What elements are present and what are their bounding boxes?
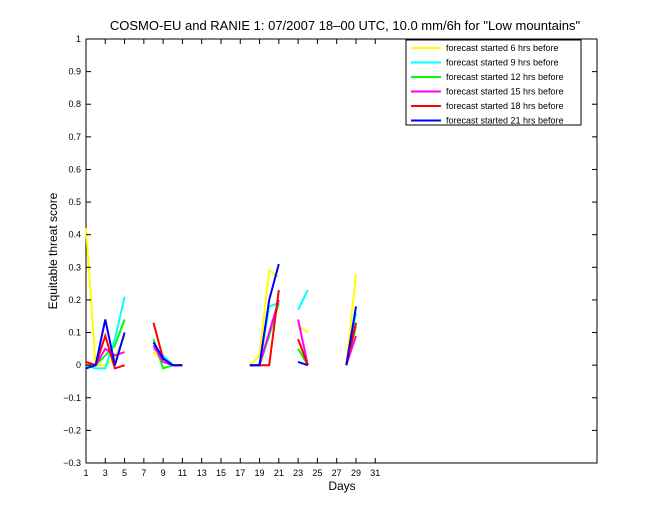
series-line-2-segment-1 <box>85 296 126 370</box>
x-tick-label: 17 <box>235 468 245 478</box>
legend-label-5: forecast started 18 hrs before <box>446 101 564 111</box>
y-tick-label: 1 <box>76 34 81 44</box>
series-line-6-segment-1 <box>85 319 126 370</box>
x-tick-label: 9 <box>161 468 166 478</box>
y-tick-label: −0.2 <box>63 425 81 435</box>
series-lines <box>85 228 357 370</box>
y-tick-label: −0.3 <box>63 458 81 468</box>
y-tick-label: 0.1 <box>68 328 81 338</box>
x-tick-label: 11 <box>178 468 187 478</box>
legend-box <box>405 39 582 126</box>
y-axis-ticks: −0.3 −0.2 −0.1 0 0.1 0.2 0.3 0.4 0.5 0.6 0.7 0.8 0.9… <box>63 34 597 468</box>
y-tick-label: 0.2 <box>68 295 81 305</box>
y-tick-label: 0.3 <box>68 262 81 272</box>
y-tick-label: 0.4 <box>68 230 81 240</box>
series-line-4-segment-4 <box>297 319 309 366</box>
legend-items: forecast started 6 hrs before forecast st… <box>411 43 564 126</box>
y-tick-label: 0.6 <box>68 164 81 174</box>
series-line-6-segment-3 <box>249 263 280 367</box>
y-tick-label: 0.7 <box>68 132 81 142</box>
y-axis-label: Equitable threat score <box>46 192 60 309</box>
legend-label-3: forecast started 12 hrs before <box>446 72 564 82</box>
x-tick-label: 29 <box>351 468 361 478</box>
x-tick-label: 5 <box>122 468 127 478</box>
y-tick-label: 0.8 <box>68 99 81 109</box>
y-tick-label: 0.9 <box>68 67 81 77</box>
x-tick-label: 13 <box>197 468 207 478</box>
series-line-1-segment-3 <box>249 268 280 366</box>
legend: forecast started 6 hrs before forecast st… <box>405 39 582 126</box>
series-line-2-segment-4 <box>297 289 309 311</box>
x-axis-ticks: 1 3 5 7 9 11 13 15 17 19 21 23 25 27 29 31 <box>83 39 380 478</box>
x-tick-label: 3 <box>103 468 108 478</box>
x-tick-label: 25 <box>312 468 322 478</box>
x-tick-label: 31 <box>370 468 380 478</box>
chart-title: COSMO-EU and RANIE 1: 07/2007 18–00 UTC,… <box>110 18 581 33</box>
series-line-5-segment-1 <box>85 332 125 370</box>
x-tick-label: 19 <box>255 468 265 478</box>
legend-label-4: forecast started 15 hrs before <box>446 87 564 97</box>
x-axis-label: Days <box>328 479 355 493</box>
x-tick-label: 27 <box>332 468 342 478</box>
legend-label-1: forecast started 6 hrs before <box>446 43 559 53</box>
x-tick-label: 21 <box>274 468 284 478</box>
series-line-6-segment-2 <box>152 341 183 367</box>
y-tick-label: 0.5 <box>68 197 81 207</box>
series-line-6-segment-4 <box>297 360 309 367</box>
y-tick-label: 0 <box>76 360 81 370</box>
x-tick-label: 15 <box>216 468 226 478</box>
x-tick-label: 23 <box>293 468 303 478</box>
series-line-3-segment-1 <box>86 319 126 367</box>
y-tick-label: −0.1 <box>63 393 81 403</box>
x-tick-label: 1 <box>83 468 88 478</box>
x-tick-label: 7 <box>141 468 146 478</box>
series-line-5-segment-4 <box>297 338 309 366</box>
series-line-6-segment-5 <box>345 306 357 366</box>
legend-label-2: forecast started 9 hrs before <box>446 58 559 68</box>
legend-label-6: forecast started 21 hrs before <box>446 116 564 126</box>
